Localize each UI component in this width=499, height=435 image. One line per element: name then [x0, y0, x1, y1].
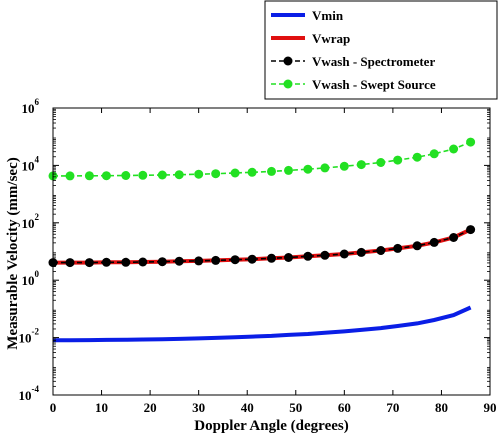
data-point [101, 171, 111, 181]
x-tick-label: 40 [241, 400, 254, 415]
axes-frame [52, 107, 491, 396]
legend-label: Vwash - Spectrometer [312, 54, 435, 69]
data-point [303, 164, 313, 174]
axes: 0 10 20 30 40 50 60 70 80 90 10-4 10-2 100 102 104 106 D… [5, 97, 497, 434]
data-point [247, 254, 257, 264]
x-tick-label: 50 [289, 400, 302, 415]
data-point [174, 170, 184, 180]
legend-entry: Vwash - Spectrometer [271, 54, 435, 69]
data-point [449, 144, 459, 154]
plot-area [48, 137, 476, 343]
data-point [138, 257, 148, 267]
data-point [320, 163, 330, 173]
data-point [84, 258, 94, 268]
legend: Vmin Vwrap Vwash - Spectrometer Vwash - Swe… [264, 0, 498, 100]
series-0 [53, 305, 472, 343]
data-point [303, 251, 313, 261]
data-point [356, 160, 366, 170]
data-point [157, 257, 167, 267]
data-point [356, 247, 366, 257]
x-tick-label: 0 [50, 400, 57, 415]
data-point [412, 241, 422, 251]
data-point [376, 246, 386, 255]
x-axis-label: Doppler Angle (degrees) [194, 418, 348, 434]
legend-entry: Vwrap [271, 31, 350, 46]
y-tick-label: 100 [22, 269, 40, 288]
data-point [429, 149, 439, 159]
legend-box [264, 0, 498, 100]
data-point [339, 161, 349, 171]
x-tick-label: 10 [95, 400, 108, 415]
series-3 [48, 137, 476, 181]
series-line-1 [53, 227, 472, 265]
data-point [157, 170, 167, 180]
legend-marker [283, 79, 293, 89]
x-tick-label: 80 [435, 400, 448, 415]
x-tick-label: 30 [192, 400, 205, 415]
legend-label: Vwrap [312, 31, 350, 46]
data-point [267, 166, 276, 176]
data-point [121, 257, 131, 267]
data-point [230, 255, 240, 265]
series-1 [53, 227, 472, 265]
data-point [393, 243, 403, 253]
legend-entry: Vmin [271, 8, 344, 23]
x-tick-label: 60 [338, 400, 351, 415]
x-tick-label: 20 [144, 400, 157, 415]
x-tick-label: 90 [484, 400, 497, 415]
data-point [121, 171, 131, 180]
legend-label: Vmin [312, 8, 344, 23]
data-point [466, 137, 476, 147]
data-point [466, 225, 476, 235]
data-point [284, 165, 293, 175]
y-tick-label: 10-2 [19, 327, 40, 346]
data-point [138, 170, 148, 180]
data-point [230, 168, 240, 178]
legend-marker [283, 56, 293, 66]
series-line-0 [53, 305, 472, 343]
y-tick-label: 104 [22, 154, 40, 173]
data-point [211, 169, 221, 179]
y-tick-label: 106 [22, 97, 40, 116]
data-point [101, 257, 111, 267]
data-point [376, 158, 386, 167]
data-point [194, 169, 204, 179]
data-point [247, 167, 257, 177]
data-point [339, 249, 349, 259]
data-point [429, 237, 439, 247]
y-tick-label: 10-4 [19, 384, 40, 403]
y-axis-label: Measurable Velocity (mm/sec) [5, 157, 21, 349]
data-point [284, 253, 293, 262]
data-point [393, 155, 403, 165]
data-point [320, 250, 330, 260]
series-2 [48, 225, 476, 268]
data-point [267, 253, 276, 263]
series-line-3 [53, 141, 471, 177]
data-point [211, 255, 221, 265]
data-point [174, 256, 184, 266]
legend-label: Vwash - Swept Source [312, 77, 436, 92]
data-point [449, 233, 459, 242]
data-point [65, 258, 75, 268]
y-tick-label: 102 [22, 212, 40, 231]
data-point [194, 256, 204, 266]
legend-entry: Vwash - Swept Source [271, 77, 436, 92]
x-tick-label: 70 [386, 400, 399, 415]
data-point [65, 171, 75, 181]
data-point [412, 152, 422, 162]
data-point [84, 171, 94, 181]
